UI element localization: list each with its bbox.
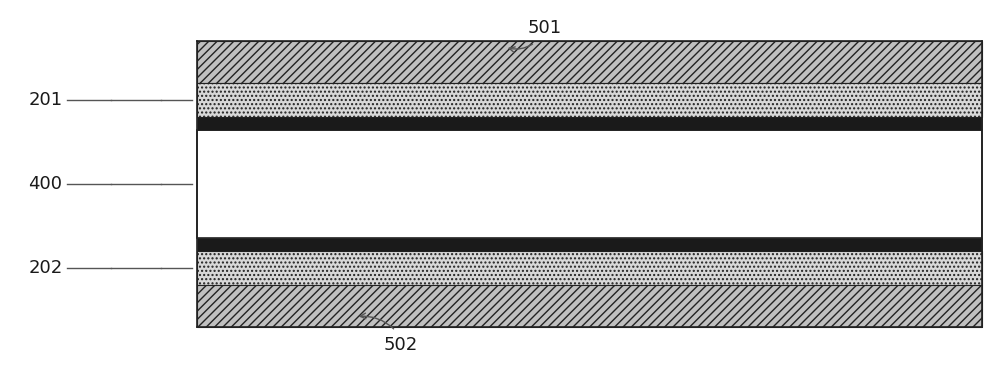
Bar — [197, 238, 982, 251]
Text: 501: 501 — [528, 19, 562, 37]
Bar — [197, 82, 982, 117]
Bar — [197, 286, 982, 327]
Text: 400: 400 — [28, 175, 62, 193]
Bar — [197, 251, 982, 286]
Text: 202: 202 — [28, 259, 62, 277]
Bar — [197, 117, 982, 130]
Text: 502: 502 — [383, 336, 418, 354]
Bar — [197, 130, 982, 238]
Text: 201: 201 — [28, 91, 62, 109]
Bar — [197, 41, 982, 82]
